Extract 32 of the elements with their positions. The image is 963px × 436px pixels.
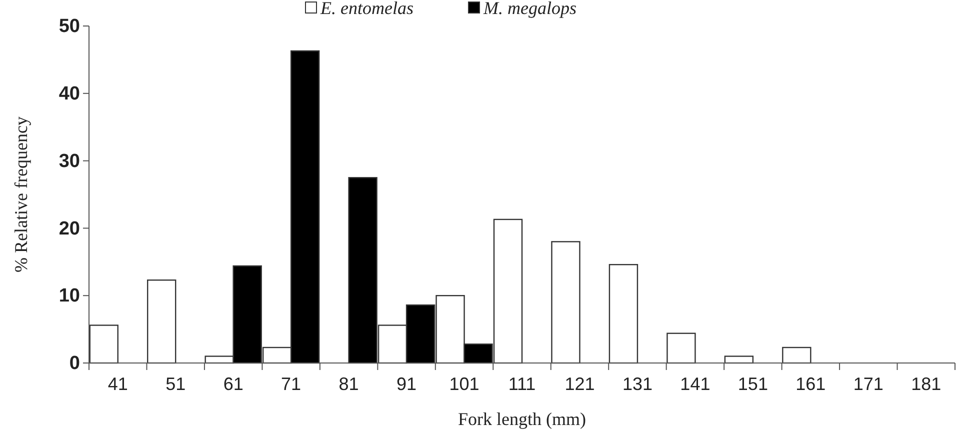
- x-tick-label: 81: [338, 374, 359, 394]
- x-tick-label: 171: [853, 374, 884, 394]
- y-axis-title: % Relative frequency: [11, 116, 31, 272]
- x-tick-label: 121: [564, 374, 595, 394]
- x-tick-label: 41: [108, 374, 128, 394]
- legend-label: M. megalops: [482, 0, 576, 18]
- bar: [782, 346, 812, 364]
- x-tick-label: 151: [738, 374, 768, 394]
- x-tick-label: 181: [911, 374, 942, 394]
- x-tick-label: 71: [281, 374, 302, 394]
- y-tick-label: 10: [58, 286, 80, 307]
- bar: [608, 264, 638, 364]
- x-tick-label: 51: [166, 374, 186, 394]
- x-tick-label: 131: [622, 374, 652, 394]
- x-tick-label: 161: [796, 374, 826, 394]
- x-tick-label: 61: [223, 374, 244, 394]
- x-tick-label: 91: [396, 374, 417, 394]
- y-tick-label: 30: [58, 150, 80, 172]
- bar: [724, 356, 754, 364]
- y-tick-label: 0: [69, 353, 80, 374]
- y-tick-label: 50: [58, 16, 80, 38]
- bar: [666, 332, 696, 364]
- x-tick-label: 111: [508, 374, 536, 394]
- bar: [147, 280, 176, 364]
- bar: [89, 324, 118, 364]
- x-tick-label: 101: [449, 374, 480, 394]
- y-tick-label: 20: [58, 218, 80, 240]
- x-tick-label: 141: [680, 374, 710, 394]
- y-tick-label: 40: [58, 83, 80, 104]
- x-axis-title: Fork length (mm): [458, 409, 586, 429]
- bar: [551, 241, 580, 364]
- legend-label: E. entomelas: [320, 0, 414, 18]
